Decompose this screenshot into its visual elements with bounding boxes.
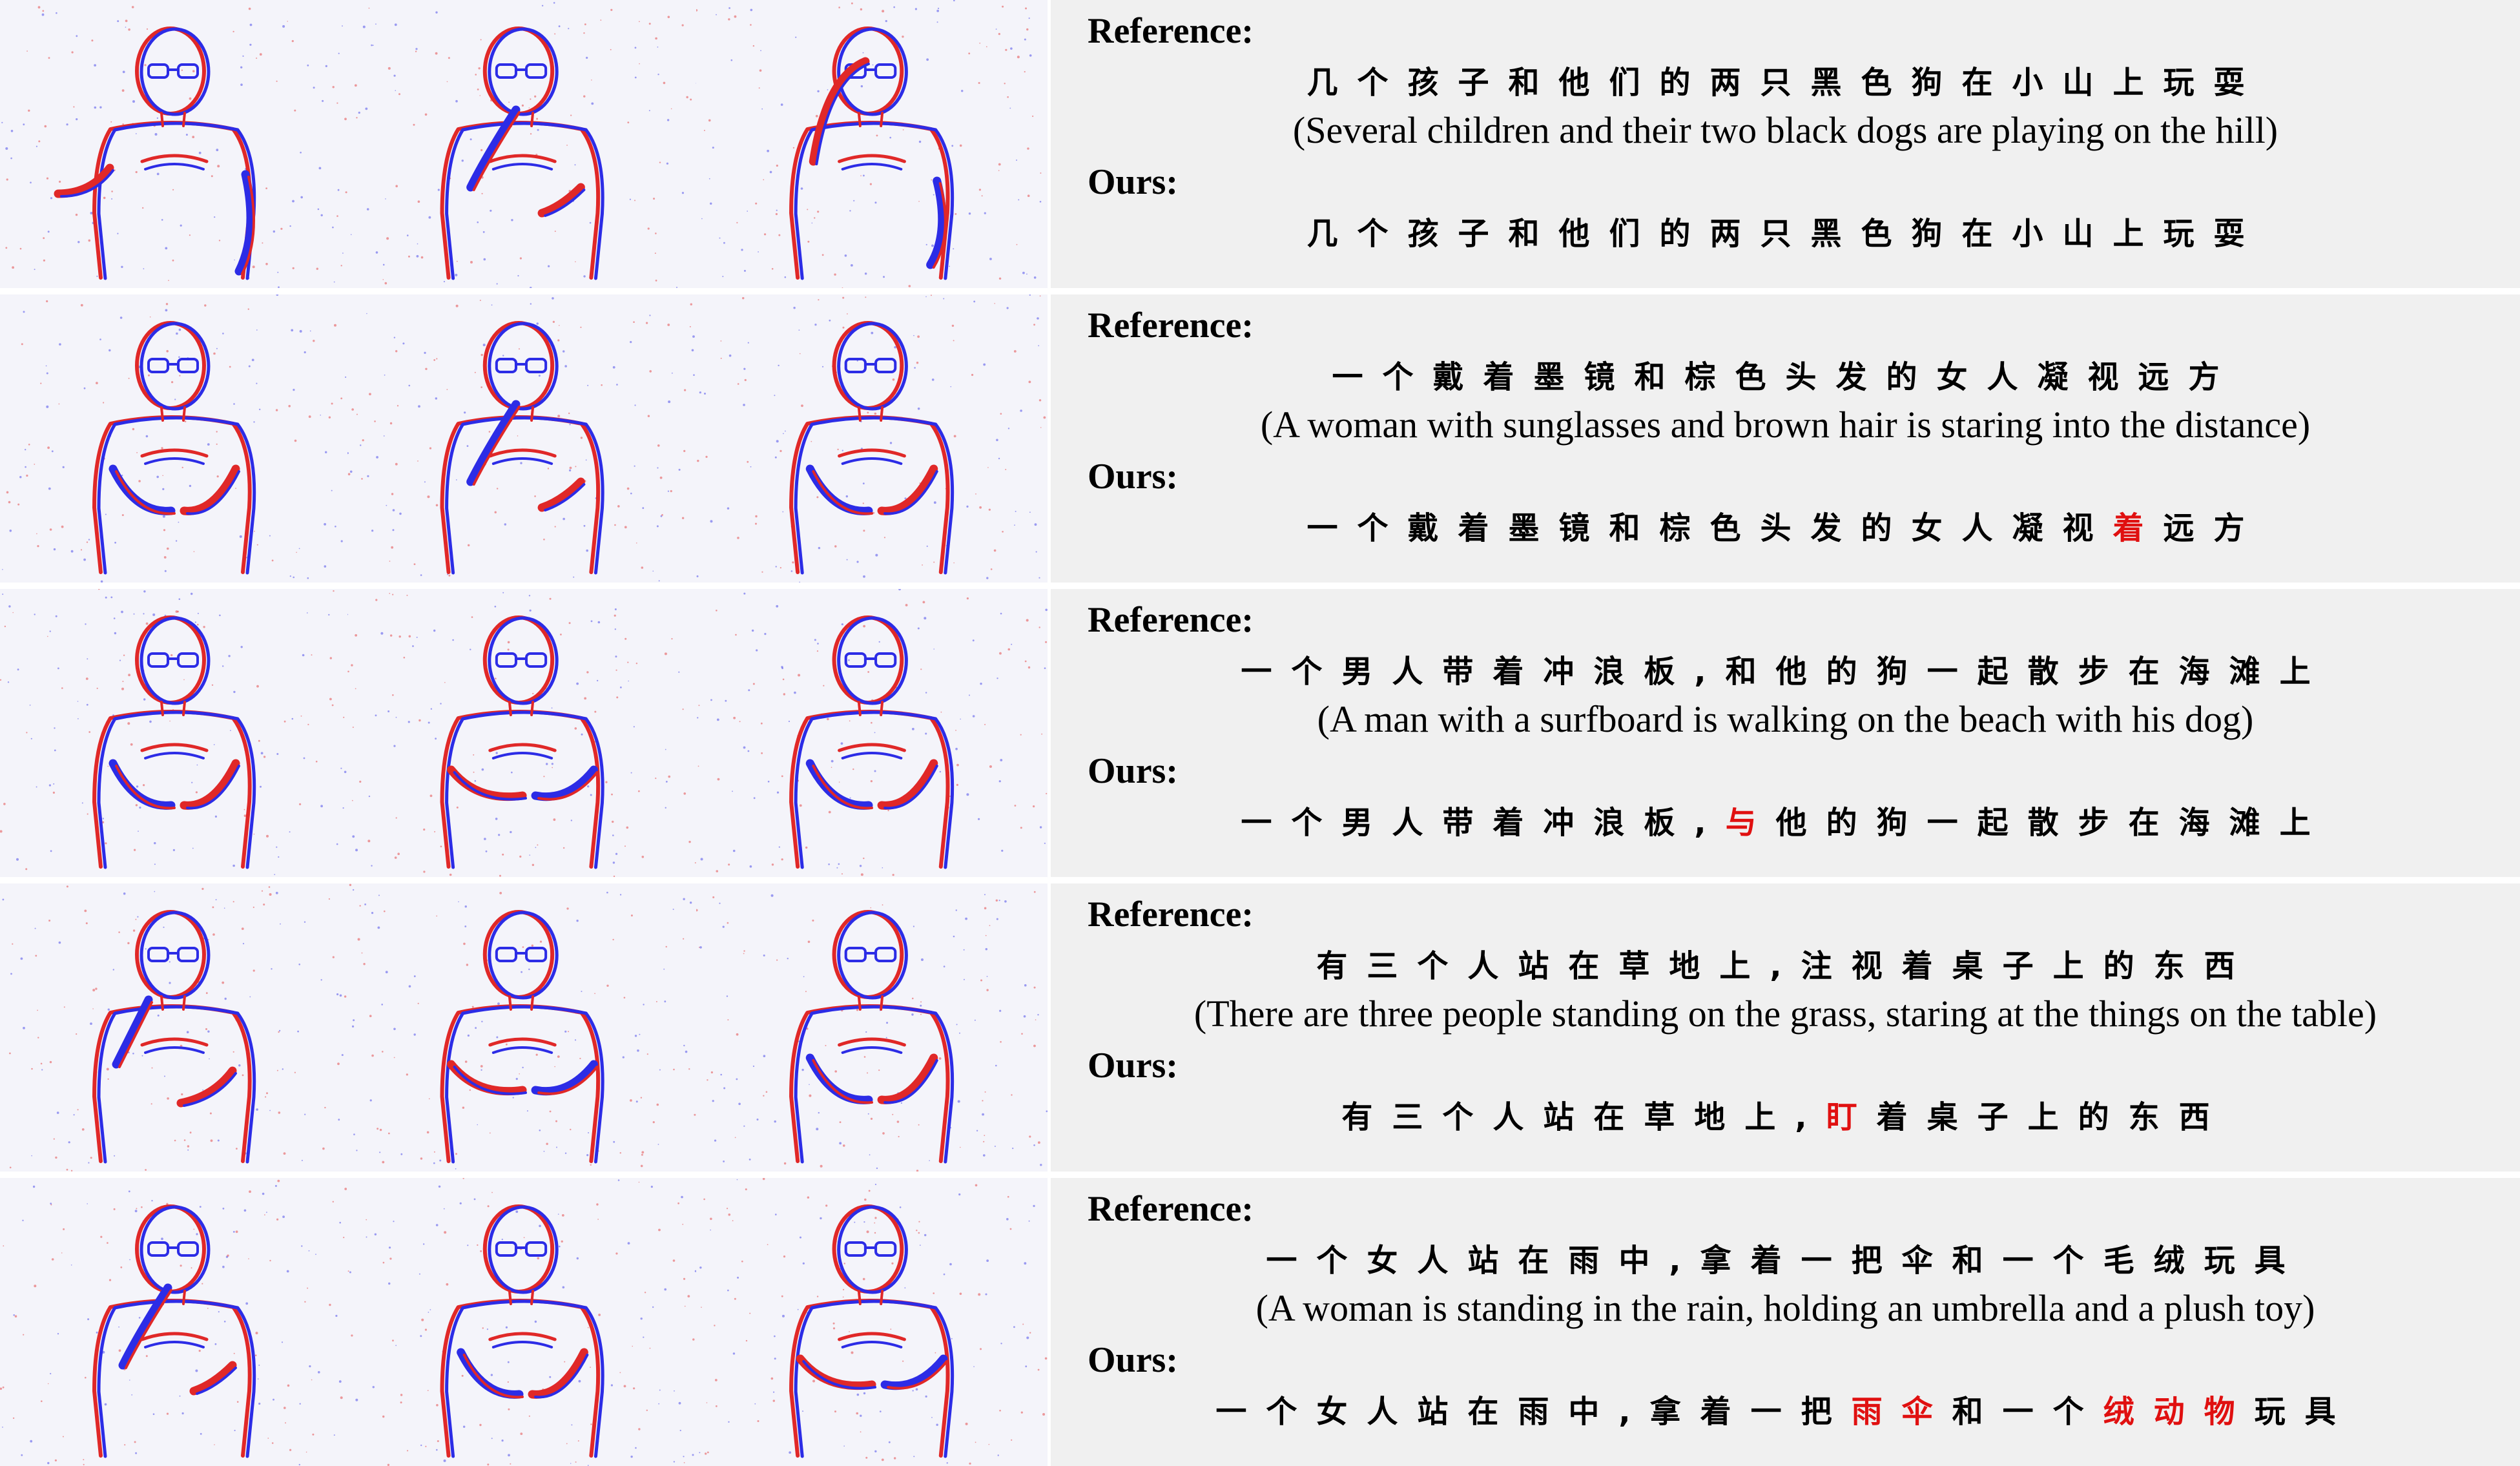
error-token: 雨伞 bbox=[1851, 1394, 1952, 1430]
caption-token: 他的狗一起散步在海滩上 bbox=[1775, 805, 2330, 841]
error-token: 与 bbox=[1725, 805, 1776, 841]
caption-token: 有三个人站在草地上, bbox=[1341, 1099, 1826, 1135]
english-translation: (A woman is standing in the rain, holdin… bbox=[1255, 1287, 2315, 1329]
caption-token: 玩具 bbox=[2254, 1394, 2355, 1430]
event-frame-image bbox=[0, 294, 349, 583]
caption-panel: Reference: 一个男人带着冲浪板,和他的狗一起散步在海滩上 (A man w… bbox=[1051, 589, 2520, 877]
reference-label: Reference: bbox=[1088, 894, 1254, 934]
event-frame-image bbox=[696, 1178, 1048, 1466]
reference-label: Reference: bbox=[1088, 11, 1254, 51]
event-frame-image bbox=[0, 0, 349, 288]
caption-token: 几个孩子和他们的两只黑色狗在小山上玩耍 bbox=[1306, 216, 2264, 252]
event-frame-image bbox=[696, 0, 1048, 288]
figure-row: Reference: 一个女人站在雨中,拿着一把伞和一个毛绒玩具 (A woman … bbox=[0, 1178, 2520, 1466]
figure-row: Reference: 一个男人带着冲浪板,和他的狗一起散步在海滩上 (A man w… bbox=[0, 589, 2520, 877]
ours-chinese-caption: 一个男人带着冲浪板,与他的狗一起散步在海滩上 bbox=[1051, 802, 2520, 843]
error-token: 绒动物 bbox=[2103, 1394, 2255, 1430]
reference-label: Reference: bbox=[1088, 305, 1254, 346]
ours-chinese-caption: 有三个人站在草地上,盯着桌子上的东西 bbox=[1051, 1097, 2520, 1138]
event-frame-image bbox=[347, 589, 697, 877]
ours-label: Ours: bbox=[1088, 162, 1178, 202]
caption-token: 一个男人带着冲浪板, bbox=[1241, 805, 1726, 841]
figure-row: Reference: 几个孩子和他们的两只黑色狗在小山上玩耍 (Several ch… bbox=[0, 0, 2520, 288]
caption-token: 远方 bbox=[2163, 510, 2264, 546]
event-frame-image bbox=[347, 0, 697, 288]
ours-label: Ours: bbox=[1088, 457, 1178, 497]
reference-chinese-caption: 一个戴着墨镜和棕色头发的女人凝视远方 bbox=[1332, 359, 2239, 395]
caption-token: 一个戴着墨镜和棕色头发的女人凝视 bbox=[1306, 510, 2113, 546]
english-translation: (There are three people standing on the … bbox=[1193, 993, 2377, 1035]
ours-chinese-caption: 一个戴着墨镜和棕色头发的女人凝视着远方 bbox=[1051, 508, 2520, 549]
event-frame-image bbox=[0, 1178, 349, 1466]
caption-token: 和一个 bbox=[1952, 1394, 2103, 1430]
error-token: 着 bbox=[2112, 510, 2164, 546]
reference-label: Reference: bbox=[1088, 600, 1254, 640]
event-frame-image bbox=[696, 589, 1048, 877]
caption-panel: Reference: 有三个人站在草地上,注视着桌子上的东西 (There are … bbox=[1051, 883, 2520, 1172]
reference-label: Reference: bbox=[1088, 1189, 1254, 1229]
figure-row: Reference: 有三个人站在草地上,注视着桌子上的东西 (There are … bbox=[0, 883, 2520, 1172]
error-token: 盯 bbox=[1826, 1099, 1877, 1135]
event-frame-image bbox=[347, 1178, 697, 1466]
reference-chinese-caption: 一个女人站在雨中,拿着一把伞和一个毛绒玩具 bbox=[1266, 1243, 2305, 1279]
caption-panel: Reference: 一个女人站在雨中,拿着一把伞和一个毛绒玩具 (A woman … bbox=[1051, 1178, 2520, 1466]
caption-token: 着桌子上的东西 bbox=[1876, 1099, 2229, 1135]
reference-chinese-caption: 一个男人带着冲浪板,和他的狗一起散步在海滩上 bbox=[1241, 654, 2330, 690]
figure-row: Reference: 一个戴着墨镜和棕色头发的女人凝视远方 (A woman wit… bbox=[0, 294, 2520, 583]
caption-token: 一个女人站在雨中,拿着一把 bbox=[1215, 1394, 1852, 1430]
ours-label: Ours: bbox=[1088, 1340, 1178, 1380]
ours-chinese-caption: 几个孩子和他们的两只黑色狗在小山上玩耍 bbox=[1051, 213, 2520, 254]
event-frame-image bbox=[696, 883, 1048, 1172]
ours-label: Ours: bbox=[1088, 751, 1178, 791]
event-frame-image bbox=[0, 883, 349, 1172]
ours-label: Ours: bbox=[1088, 1046, 1178, 1086]
event-frame-image bbox=[347, 294, 697, 583]
reference-chinese-caption: 几个孩子和他们的两只黑色狗在小山上玩耍 bbox=[1306, 65, 2264, 101]
event-frame-image bbox=[696, 294, 1048, 583]
english-translation: (Several children and their two black do… bbox=[1292, 109, 2278, 151]
caption-panel: Reference: 几个孩子和他们的两只黑色狗在小山上玩耍 (Several ch… bbox=[1051, 0, 2520, 288]
caption-panel: Reference: 一个戴着墨镜和棕色头发的女人凝视远方 (A woman wit… bbox=[1051, 294, 2520, 583]
event-frame-image bbox=[347, 883, 697, 1172]
english-translation: (A man with a surfboard is walking on th… bbox=[1317, 698, 2254, 740]
ours-chinese-caption: 一个女人站在雨中,拿着一把雨伞和一个绒动物玩具 bbox=[1051, 1391, 2520, 1432]
english-translation: (A woman with sunglasses and brown hair … bbox=[1260, 404, 2311, 446]
reference-chinese-caption: 有三个人站在草地上,注视着桌子上的东西 bbox=[1316, 948, 2255, 984]
event-frame-image bbox=[0, 589, 349, 877]
